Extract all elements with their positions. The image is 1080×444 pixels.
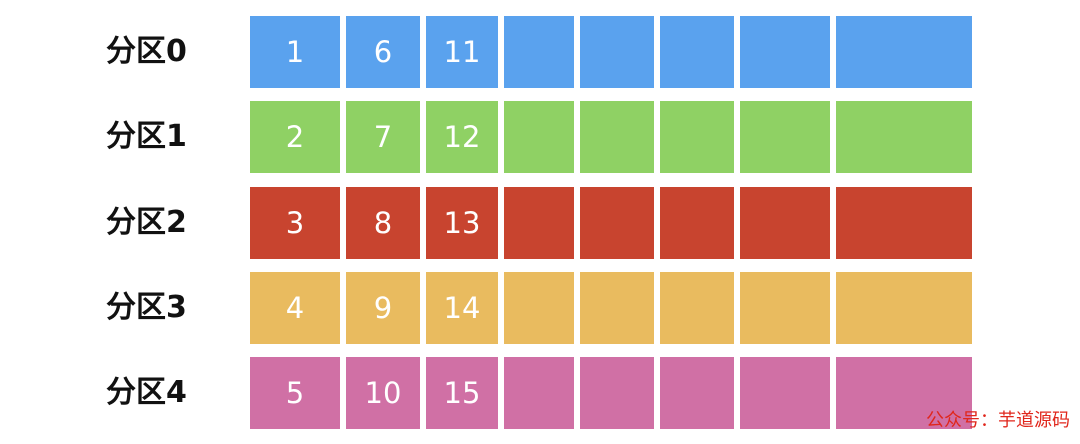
message-cell: [836, 187, 972, 259]
message-cell: 1: [250, 16, 340, 88]
message-cell: [740, 272, 830, 344]
message-cell: [740, 101, 830, 173]
message-cell: [660, 16, 734, 88]
partition-cells: 3 8 13: [250, 187, 972, 259]
message-cell: [580, 272, 654, 344]
partition-cells: 2 7 12: [250, 101, 972, 173]
message-cell: [580, 101, 654, 173]
message-cell: 3: [250, 187, 340, 259]
message-cell: [740, 16, 830, 88]
message-cell: [740, 357, 830, 429]
message-cell: 14: [426, 272, 498, 344]
partition-cells: 5 10 15: [250, 357, 972, 429]
partition-label: 分区4: [106, 375, 187, 410]
message-cell: [580, 187, 654, 259]
message-cell: [740, 187, 830, 259]
partition-row: 分区3 4 9 14: [0, 272, 1080, 344]
message-cell: 4: [250, 272, 340, 344]
message-cell: 2: [250, 101, 340, 173]
message-cell: [660, 187, 734, 259]
message-cell: [836, 101, 972, 173]
message-cell: 15: [426, 357, 498, 429]
message-cell: 12: [426, 101, 498, 173]
message-cell: 5: [250, 357, 340, 429]
message-cell: [580, 16, 654, 88]
partition-row: 分区0 1 6 11: [0, 16, 1080, 88]
message-cell: [836, 272, 972, 344]
message-cell: [504, 16, 574, 88]
message-cell: [660, 272, 734, 344]
partition-row: 分区1 2 7 12: [0, 101, 1080, 173]
partition-cells: 1 6 11: [250, 16, 972, 88]
message-cell: [504, 187, 574, 259]
message-cell: [836, 16, 972, 88]
partition-label: 分区3: [106, 290, 187, 325]
message-cell: 11: [426, 16, 498, 88]
message-cell: [660, 101, 734, 173]
message-cell: [504, 272, 574, 344]
message-cell: [836, 357, 972, 429]
partition-row: 分区2 3 8 13: [0, 187, 1080, 259]
partition-row: 分区4 5 10 15: [0, 357, 1080, 429]
partition-cells: 4 9 14: [250, 272, 972, 344]
message-cell: 10: [346, 357, 420, 429]
message-cell: [504, 357, 574, 429]
message-cell: 7: [346, 101, 420, 173]
message-cell: 9: [346, 272, 420, 344]
partition-label: 分区0: [106, 34, 187, 69]
message-cell: [660, 357, 734, 429]
message-cell: 6: [346, 16, 420, 88]
partition-label: 分区1: [106, 119, 187, 154]
message-cell: [504, 101, 574, 173]
partition-label: 分区2: [106, 205, 187, 240]
message-cell: 8: [346, 187, 420, 259]
message-cell: 13: [426, 187, 498, 259]
message-cell: [580, 357, 654, 429]
watermark: 公众号：芋道源码: [926, 410, 1070, 431]
